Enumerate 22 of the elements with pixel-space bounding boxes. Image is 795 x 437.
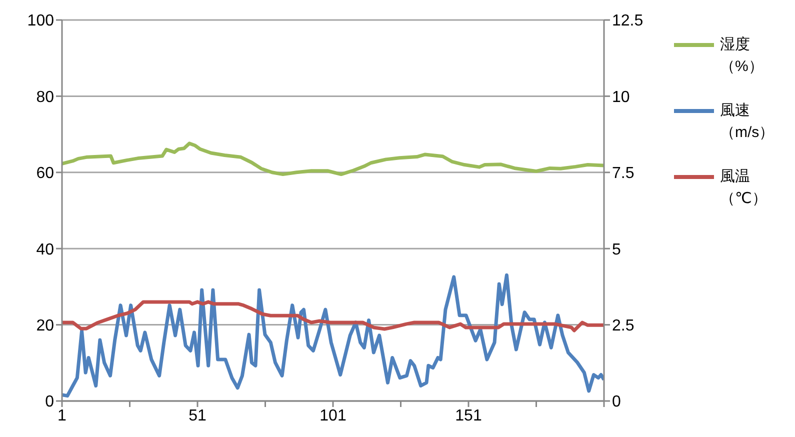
y-tick-label: 40 (36, 241, 54, 258)
x-tick-label: 101 (320, 407, 346, 424)
y-tick-label: 100 (27, 12, 54, 30)
line-series (62, 300, 604, 332)
y2-tick-label: 12.5 (612, 12, 644, 30)
x-tick-label: 51 (188, 407, 206, 424)
line-series (62, 273, 604, 398)
line-series (62, 142, 604, 176)
y-tick-label: 80 (36, 88, 54, 106)
y2-tick-label: 0 (612, 394, 621, 411)
y-tick-label: 20 (36, 317, 54, 334)
y2-tick-label: 5 (612, 241, 621, 258)
y2-tick-label: 7.5 (612, 165, 634, 182)
x-tick-label: 1 (58, 407, 67, 424)
y2-tick-label: 10 (612, 88, 630, 106)
y2-tick-label: 2.5 (612, 317, 634, 334)
x-tick-label: 151 (455, 407, 482, 424)
legend-label: 風温（℃） (720, 167, 768, 209)
legend-label: 風速（m/s） (720, 101, 776, 143)
y-tick-label: 60 (36, 165, 54, 182)
legend-label: 湿度（%） (720, 35, 764, 77)
y-tick-label: 0 (45, 394, 54, 411)
